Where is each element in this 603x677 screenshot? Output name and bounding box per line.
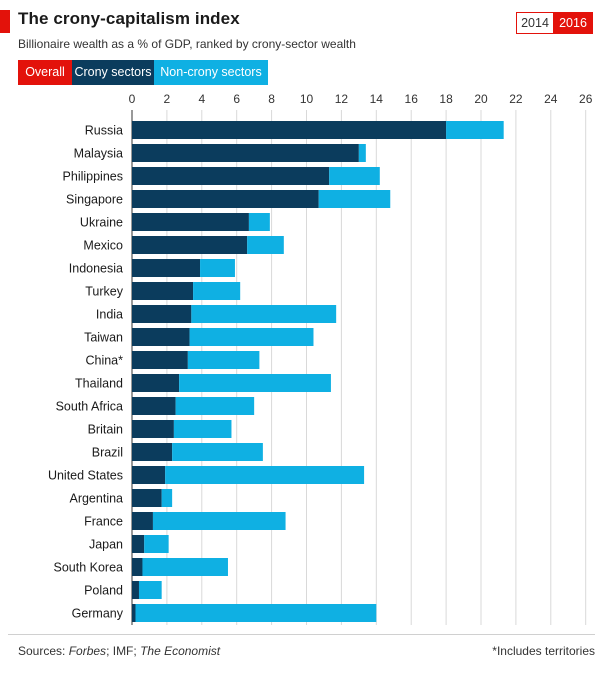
category-label: Philippines (63, 170, 123, 184)
category-label: Argentina (69, 492, 123, 506)
category-label: Indonesia (69, 262, 123, 276)
bar-non-crony (152, 512, 286, 530)
x-tick-label: 16 (405, 92, 419, 106)
category-label: China* (85, 354, 123, 368)
source-forbes: Forbes (68, 644, 107, 658)
bar-non-crony (135, 604, 377, 622)
x-tick-label: 18 (439, 92, 453, 106)
bar-crony (132, 374, 180, 392)
x-tick-label: 26 (579, 92, 593, 106)
bar-crony (132, 558, 143, 576)
bar-crony (132, 259, 201, 277)
x-tick-label: 2 (164, 92, 171, 106)
bar-non-crony (142, 558, 228, 576)
category-label: Singapore (66, 193, 123, 207)
x-tick-label: 4 (198, 92, 205, 106)
bar-non-crony (200, 259, 235, 277)
brand-red-mark (0, 10, 10, 33)
bar-crony (132, 397, 176, 415)
year-toggle-2016[interactable]: 2016 (553, 12, 593, 34)
bar-crony (132, 604, 136, 622)
category-label: Malaysia (74, 147, 123, 161)
category-label: France (84, 515, 123, 529)
chart-title: The crony-capitalism index (18, 9, 240, 28)
x-tick-label: 0 (129, 92, 136, 106)
category-label: Mexico (83, 239, 123, 253)
bar-crony (132, 512, 153, 530)
category-label: South Korea (54, 561, 124, 575)
bar-non-crony (248, 213, 270, 231)
bar-non-crony (329, 167, 380, 185)
bar-non-crony (318, 190, 391, 208)
bar-crony (132, 282, 194, 300)
source-economist: The Economist (140, 644, 221, 658)
bar-crony (132, 144, 359, 162)
source-separator: ; IMF; (106, 644, 141, 658)
sources-label: Sources: (18, 644, 66, 658)
bar-crony (132, 121, 447, 139)
category-label: Ukraine (80, 216, 123, 230)
footnote: *Includes territories (492, 644, 595, 658)
x-tick-label: 20 (474, 92, 488, 106)
bar-non-crony (358, 144, 366, 162)
category-label: India (96, 308, 123, 322)
bar-crony (132, 420, 174, 438)
bar-crony (132, 351, 188, 369)
bar-crony (132, 328, 190, 346)
footer-divider (8, 634, 595, 635)
bar-crony (132, 443, 173, 461)
x-tick-label: 12 (335, 92, 349, 106)
x-tick-label: 8 (268, 92, 275, 106)
bar-non-crony (175, 397, 255, 415)
category-label: Britain (88, 423, 123, 437)
tab-crony-sectors[interactable]: Crony sectors (72, 60, 154, 85)
x-tick-label: 24 (544, 92, 558, 106)
chart-subtitle: Billionaire wealth as a % of GDP, ranked… (18, 37, 356, 51)
category-label: Turkey (85, 285, 123, 299)
x-tick-label: 10 (300, 92, 314, 106)
x-tick-label: 6 (233, 92, 240, 106)
category-label: Russia (85, 124, 123, 138)
bar-crony (132, 167, 330, 185)
category-label: Japan (89, 538, 123, 552)
bar-non-crony (247, 236, 284, 254)
category-label: Thailand (75, 377, 123, 391)
x-tick-label: 14 (370, 92, 384, 106)
bar-crony (132, 236, 248, 254)
bar-non-crony (165, 466, 365, 484)
bar-crony (132, 466, 166, 484)
bar-crony (132, 535, 145, 553)
bar-crony (132, 305, 192, 323)
year-toggle-2014[interactable]: 2014 (516, 12, 554, 34)
bar-non-crony (138, 581, 162, 599)
category-label: Brazil (92, 446, 123, 460)
bar-non-crony (446, 121, 504, 139)
bar-non-crony (179, 374, 331, 392)
category-label: Germany (72, 607, 124, 621)
bar-non-crony (144, 535, 169, 553)
category-label: Poland (84, 584, 123, 598)
category-label: South Africa (56, 400, 123, 414)
bar-crony (132, 213, 249, 231)
bar-crony (132, 190, 319, 208)
bar-non-crony (173, 420, 232, 438)
category-label: Taiwan (84, 331, 123, 345)
bar-crony (132, 581, 139, 599)
x-tick-label: 22 (509, 92, 523, 106)
bar-non-crony (193, 282, 241, 300)
category-label: United States (48, 469, 123, 483)
tab-non-crony-sectors[interactable]: Non-crony sectors (154, 60, 268, 85)
tab-overall[interactable]: Overall (18, 60, 72, 85)
bar-non-crony (172, 443, 263, 461)
bar-non-crony (189, 328, 314, 346)
bar-crony (132, 489, 162, 507)
bar-non-crony (187, 351, 260, 369)
bar-non-crony (191, 305, 337, 323)
sources-note: Sources: Forbes; IMF; The Economist (18, 644, 220, 658)
bar-non-crony (161, 489, 173, 507)
